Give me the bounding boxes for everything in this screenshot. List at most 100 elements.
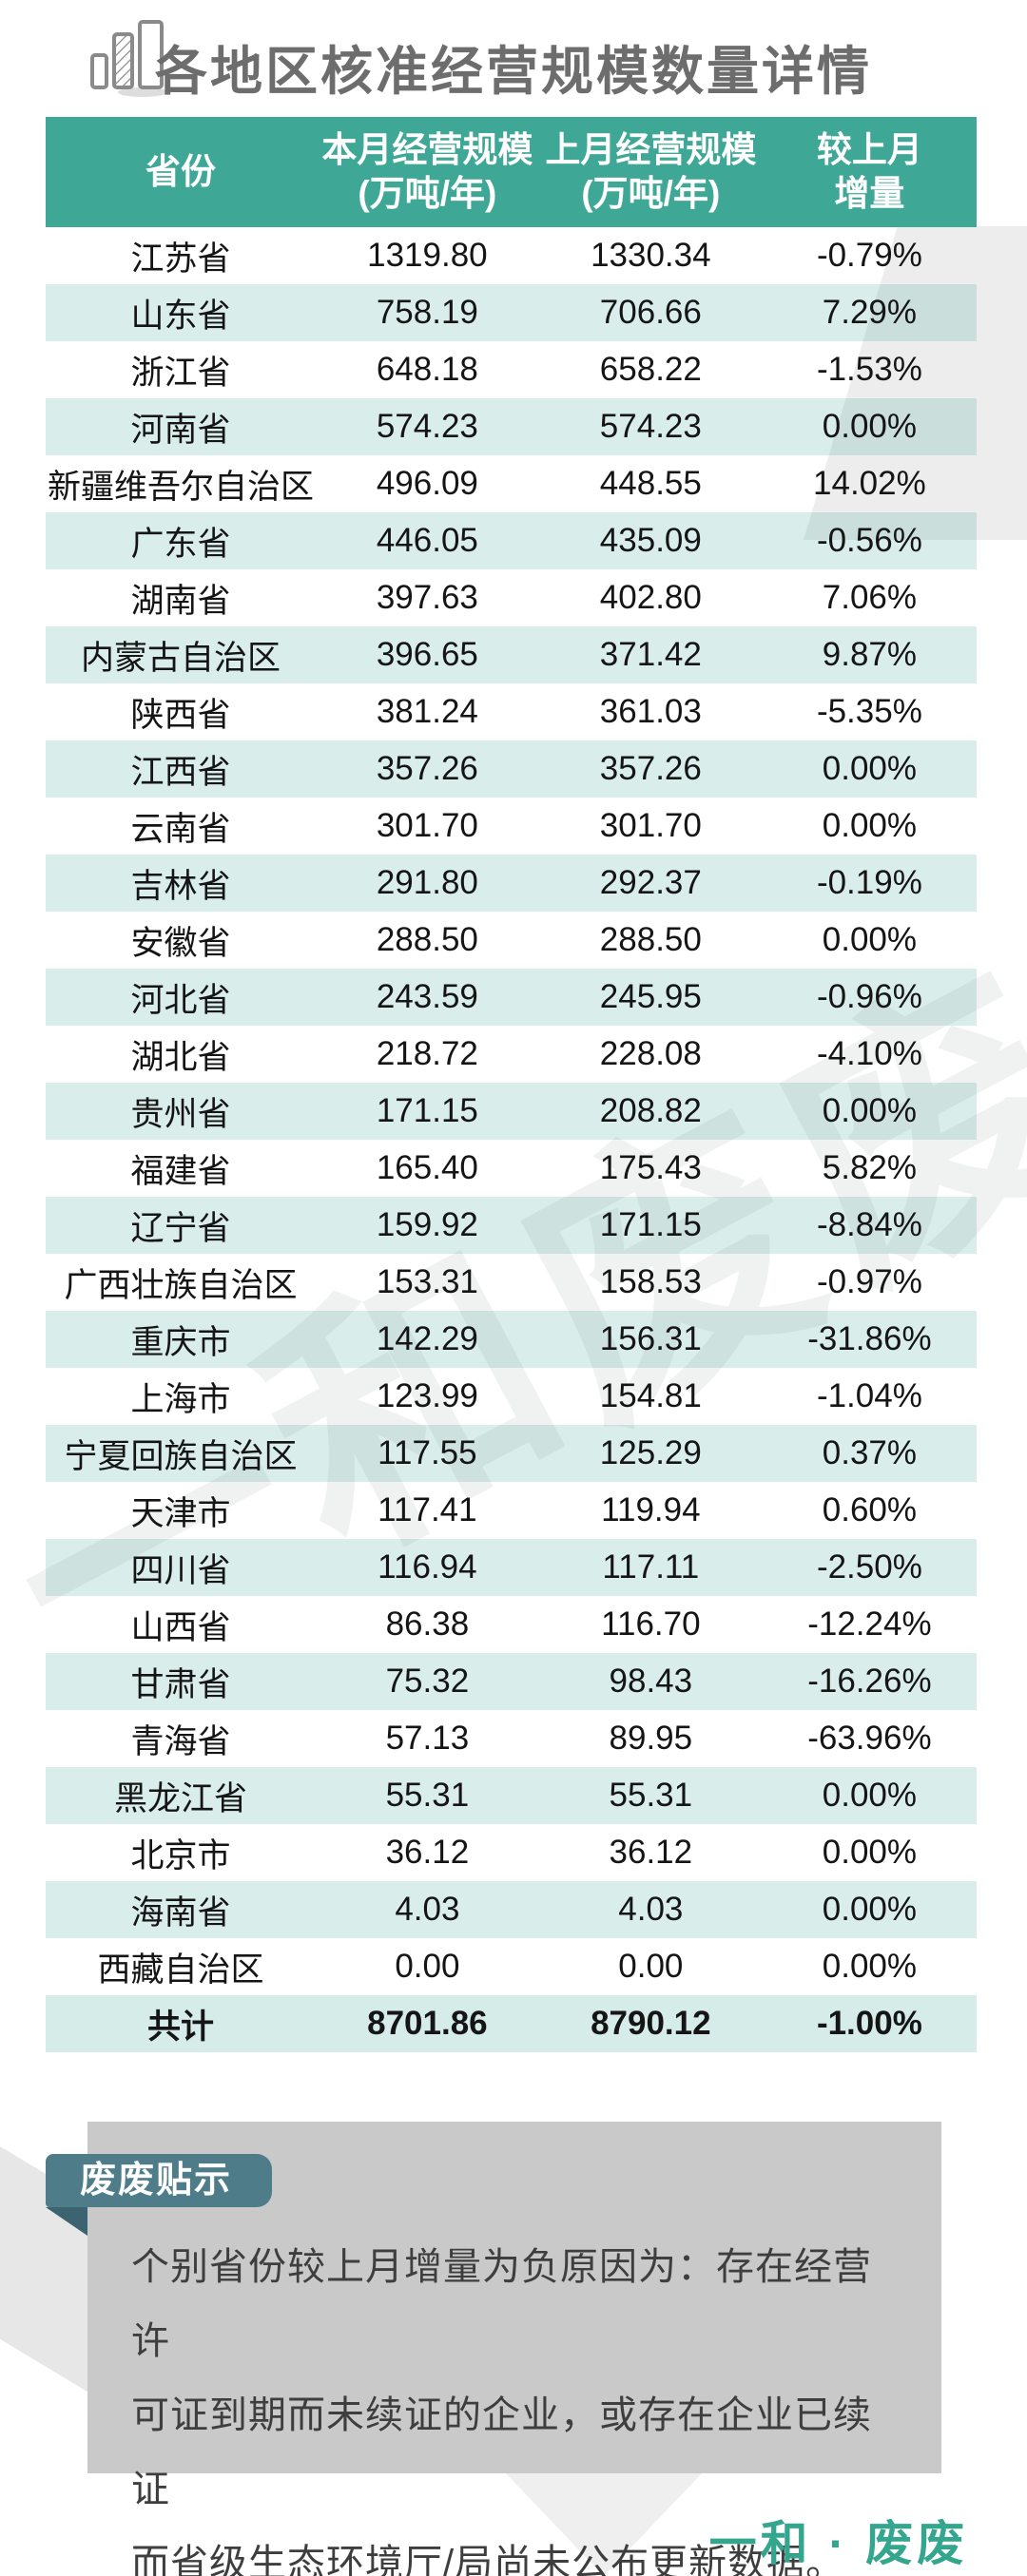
cell-previous-month: 117.11	[602, 1548, 700, 1586]
cell-previous-month: 119.94	[601, 1491, 701, 1528]
cell-change: 14.02%	[813, 465, 926, 502]
note-text-line: 个别省份较上月增量为负原因为：存在经营许	[131, 2246, 872, 2362]
cell-change: -0.56%	[816, 522, 922, 559]
table-row: 辽宁省 159.92 171.15 -8.84%	[46, 1197, 977, 1254]
cell-previous-month: 292.37	[599, 864, 702, 901]
cell-current-month: 243.59	[376, 978, 478, 1015]
table-row: 宁夏回族自治区 117.55 125.29 0.37%	[46, 1425, 977, 1482]
cell-change: 9.87%	[822, 636, 918, 673]
page-title: 各地区核准经营规模数量详情	[154, 42, 872, 101]
table-row: 青海省 57.13 89.95 -63.96%	[46, 1710, 977, 1767]
cell-change: 0.37%	[822, 1434, 918, 1471]
cell-previous-month: 0.00	[618, 1948, 684, 1985]
cell-current-month: 648.18	[376, 351, 478, 388]
table-row: 浙江省 648.18 658.22 -1.53%	[46, 341, 977, 398]
table-row: 吉林省 291.80 292.37 -0.19%	[46, 855, 977, 912]
cell-province: 西藏自治区	[97, 1951, 264, 1989]
column-header-label: 较上月	[816, 129, 922, 169]
table-row: 天津市 117.41 119.94 0.60%	[46, 1482, 977, 1539]
cell-current-month: 159.92	[376, 1206, 478, 1243]
column-header-label: 上月经营规模	[545, 129, 757, 169]
table-row: 内蒙古自治区 396.65 371.42 9.87%	[46, 626, 977, 683]
table-row: 新疆维吾尔自治区 496.09 448.55 14.02%	[46, 455, 977, 512]
cell-previous-month: 357.26	[599, 750, 702, 787]
cell-change: -8.84%	[816, 1206, 922, 1243]
brand-logo: 一和 · 废废	[708, 2517, 968, 2570]
cell-province: 广西壮族自治区	[64, 1266, 298, 1304]
table-row: 山东省 758.19 706.66 7.29%	[46, 284, 977, 341]
cell-province: 天津市	[130, 1494, 231, 1532]
cell-current-month: 396.65	[376, 636, 478, 673]
cell-province: 新疆维吾尔自治区	[47, 468, 314, 506]
cell-change: 0.00%	[822, 750, 918, 787]
cell-current-month: 36.12	[385, 1834, 470, 1871]
table-row: 河北省 243.59 245.95 -0.96%	[46, 969, 977, 1026]
cell-change: -0.96%	[816, 978, 922, 1015]
cell-current-month: 117.55	[378, 1434, 477, 1471]
table-row: 重庆市 142.29 156.31 -31.86%	[46, 1311, 977, 1368]
cell-previous-month: 208.82	[599, 1092, 702, 1129]
cell-previous-month: 1330.34	[591, 237, 711, 274]
note-badge-fold	[46, 2207, 87, 2236]
cell-current-month: 153.31	[376, 1263, 478, 1300]
cell-province: 山西省	[130, 1608, 231, 1646]
cell-change: 5.82%	[822, 1149, 918, 1186]
cell-change: 0.00%	[822, 1891, 918, 1928]
cell-change: -2.50%	[816, 1548, 922, 1586]
note-text-line: 而省级生态环境厅/局尚未公布更新数据。	[131, 2543, 845, 2576]
cell-change: -4.10%	[816, 1035, 922, 1072]
cell-province: 内蒙古自治区	[80, 639, 281, 677]
table-row: 湖南省 397.63 402.80 7.06%	[46, 569, 977, 626]
header: 各地区核准经营规模数量详情	[0, 0, 1027, 117]
table-row: 广西壮族自治区 153.31 158.53 -0.97%	[46, 1254, 977, 1311]
cell-change: -5.35%	[816, 693, 922, 730]
cell-province: 青海省	[130, 1722, 231, 1760]
bar-chart-icon	[87, 17, 175, 104]
cell-previous-month: 175.43	[599, 1149, 702, 1186]
cell-province: 上海市	[130, 1380, 231, 1418]
table-header-row: 省份 本月经营规模 (万吨/年) 上月经营规模 (万吨/年) 较上月 增量	[46, 117, 977, 227]
cell-province: 吉林省	[130, 867, 231, 905]
cell-previous-month: 154.81	[599, 1377, 702, 1414]
cell-province: 浙江省	[130, 354, 231, 392]
cell-current-month: 288.50	[376, 921, 478, 958]
cell-province: 甘肃省	[130, 1665, 231, 1703]
table-row: 陕西省 381.24 361.03 -5.35%	[46, 683, 977, 740]
column-header-label: 本月经营规模	[321, 129, 533, 169]
column-header-change: 较上月 增量	[763, 128, 977, 217]
table-row: 甘肃省 75.32 98.43 -16.26%	[46, 1653, 977, 1710]
cell-current-month: 446.05	[376, 522, 478, 559]
cell-previous-month: 156.31	[599, 1320, 702, 1357]
table-row: 上海市 123.99 154.81 -1.04%	[46, 1368, 977, 1425]
cell-province: 江西省	[130, 753, 231, 791]
cell-change: 0.00%	[822, 1092, 918, 1129]
cell-current-month: 0.00	[395, 1948, 460, 1985]
column-header-previous-month: 上月经营规模 (万吨/年)	[539, 128, 763, 217]
table-row: 湖北省 218.72 228.08 -4.10%	[46, 1026, 977, 1083]
cell-current-month: 381.24	[376, 693, 478, 730]
table-row: 黑龙江省 55.31 55.31 0.00%	[46, 1767, 977, 1824]
cell-current-month: 123.99	[376, 1377, 478, 1414]
cell-change: -1.00%	[816, 2005, 922, 2042]
cell-previous-month: 125.29	[599, 1434, 702, 1471]
cell-previous-month: 55.31	[609, 1777, 693, 1814]
table-row: 北京市 36.12 36.12 0.00%	[46, 1824, 977, 1881]
cell-change: 0.00%	[822, 1777, 918, 1814]
cell-previous-month: 448.55	[599, 465, 702, 502]
cell-current-month: 357.26	[376, 750, 478, 787]
cell-current-month: 301.70	[376, 807, 478, 844]
region-scale-table: 省份 本月经营规模 (万吨/年) 上月经营规模 (万吨/年) 较上月 增量 江苏…	[46, 117, 977, 2052]
column-header-unit: (万吨/年)	[358, 174, 497, 213]
cell-previous-month: 574.23	[599, 408, 702, 445]
table-row: 海南省 4.03 4.03 0.00%	[46, 1881, 977, 1938]
table-row: 贵州省 171.15 208.82 0.00%	[46, 1083, 977, 1140]
cell-province: 海南省	[130, 1894, 231, 1932]
table-row: 四川省 116.94 117.11 -2.50%	[46, 1539, 977, 1596]
cell-previous-month: 116.70	[601, 1605, 701, 1643]
column-header-label: 省份	[145, 151, 216, 191]
cell-current-month: 55.31	[385, 1777, 470, 1814]
column-header-unit: (万吨/年)	[581, 174, 721, 213]
table-row: 江西省 357.26 357.26 0.00%	[46, 740, 977, 798]
column-header-province: 省份	[46, 150, 316, 194]
cell-change: -63.96%	[807, 1720, 932, 1757]
